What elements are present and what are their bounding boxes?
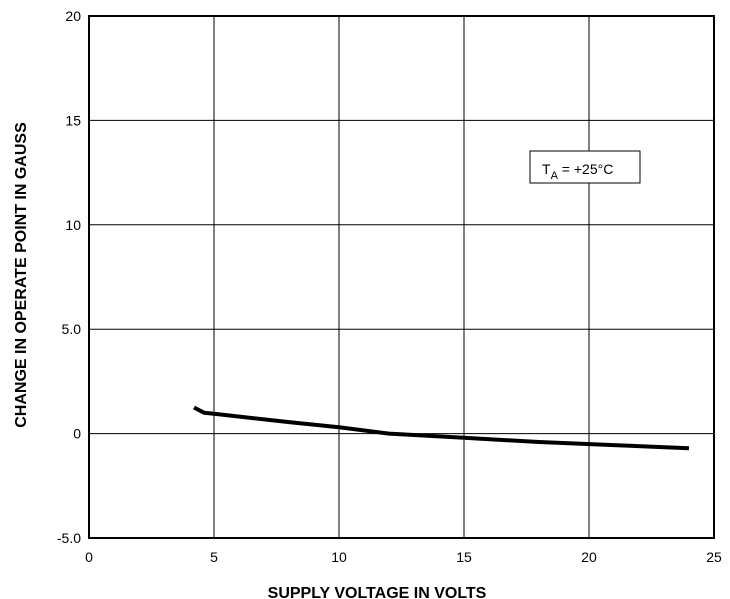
x-tick-label: 10 xyxy=(331,549,347,565)
x-tick-label: 25 xyxy=(706,549,722,565)
x-axis-title: SUPPLY VOLTAGE IN VOLTS xyxy=(268,585,487,599)
annotation-symbol: T xyxy=(542,161,551,177)
y-tick-label: 15 xyxy=(65,112,81,128)
annotation-text: = +25°C xyxy=(558,161,613,177)
y-tick-label: -5.0 xyxy=(57,530,81,546)
grid xyxy=(89,16,714,538)
svg-text:TA = +25°C: TA = +25°C xyxy=(542,161,613,182)
temperature-annotation: TA = +25°C xyxy=(529,150,641,184)
x-tick-label: 15 xyxy=(456,549,472,565)
x-tick-label: 0 xyxy=(85,549,93,565)
plot-frame xyxy=(88,15,715,539)
y-tick-label: 20 xyxy=(65,8,81,24)
x-tick-label: 5 xyxy=(210,549,218,565)
y-axis-title: CHANGE IN OPERATE POINT IN GAUSS xyxy=(13,122,30,428)
y-tick-label: 0 xyxy=(73,426,81,442)
series-line xyxy=(193,405,690,451)
y-tick-label: 5.0 xyxy=(62,321,82,337)
y-tick-label: 10 xyxy=(65,217,81,233)
annotation-subscript: A xyxy=(551,170,559,182)
x-tick-label: 20 xyxy=(581,549,597,565)
y-tick-labels: -5.0 0 5.0 10 15 20 xyxy=(57,8,81,546)
x-tick-labels: 0 5 10 15 20 25 xyxy=(85,549,722,565)
